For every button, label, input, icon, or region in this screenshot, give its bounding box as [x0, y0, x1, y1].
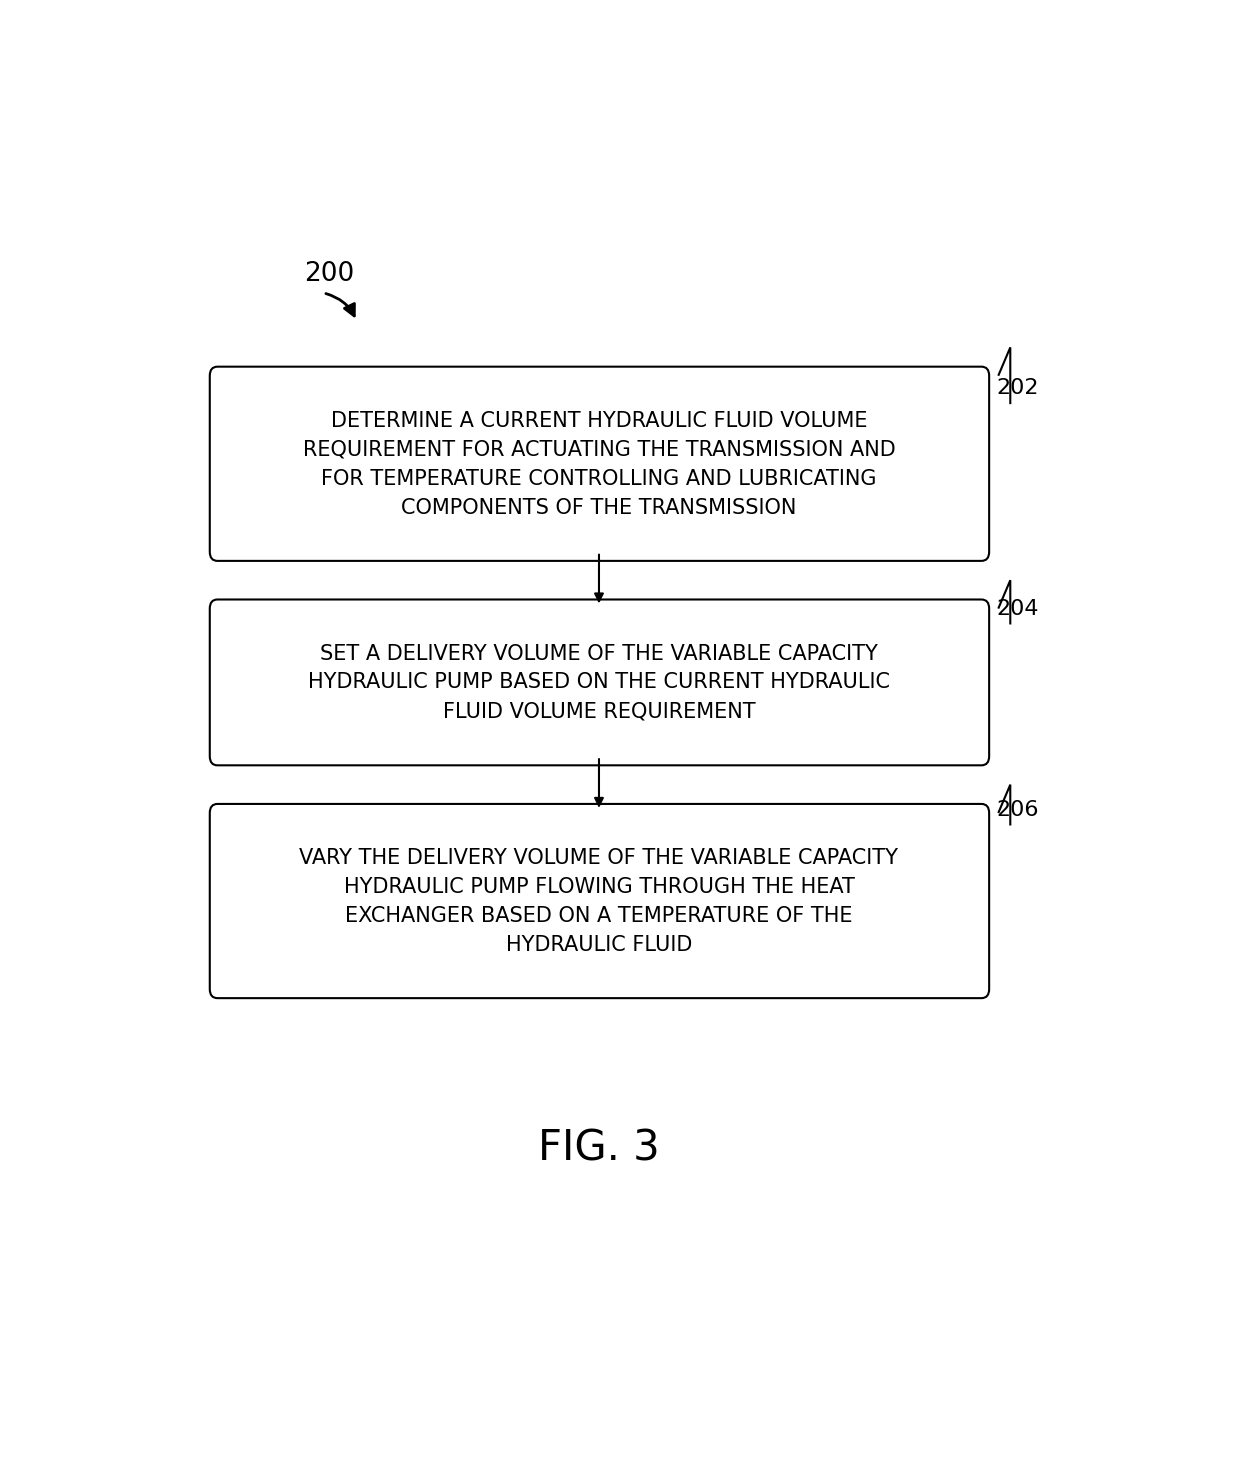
- Text: SET A DELIVERY VOLUME OF THE VARIABLE CAPACITY
HYDRAULIC PUMP BASED ON THE CURRE: SET A DELIVERY VOLUME OF THE VARIABLE CA…: [308, 643, 890, 721]
- Text: 202: 202: [996, 378, 1038, 398]
- Text: VARY THE DELIVERY VOLUME OF THE VARIABLE CAPACITY
HYDRAULIC PUMP FLOWING THROUGH: VARY THE DELIVERY VOLUME OF THE VARIABLE…: [300, 848, 899, 954]
- FancyBboxPatch shape: [210, 804, 990, 999]
- Text: DETERMINE A CURRENT HYDRAULIC FLUID VOLUME
REQUIREMENT FOR ACTUATING THE TRANSMI: DETERMINE A CURRENT HYDRAULIC FLUID VOLU…: [303, 412, 895, 518]
- Text: 204: 204: [996, 599, 1038, 618]
- FancyArrowPatch shape: [326, 294, 355, 316]
- Text: FIG. 3: FIG. 3: [538, 1127, 660, 1170]
- Text: 206: 206: [996, 799, 1038, 820]
- Text: 200: 200: [304, 261, 355, 286]
- FancyBboxPatch shape: [210, 367, 990, 560]
- FancyBboxPatch shape: [210, 599, 990, 766]
